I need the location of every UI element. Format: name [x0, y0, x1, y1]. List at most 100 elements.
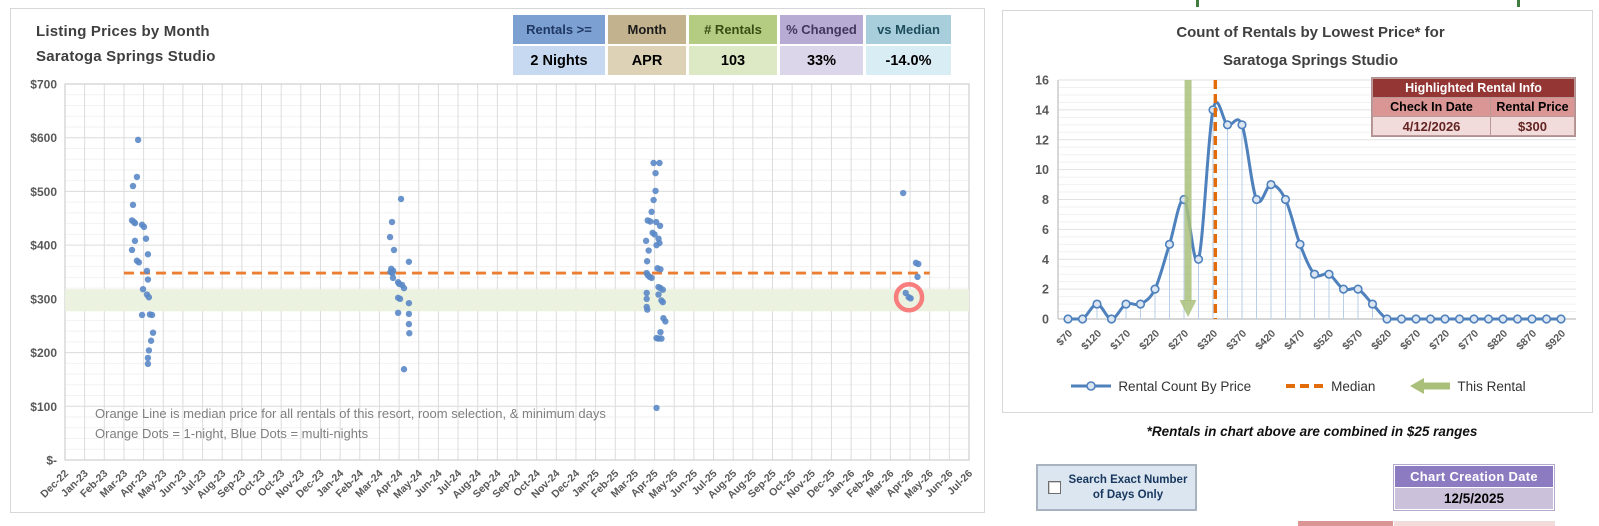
blue-line-marker-icon [1071, 381, 1112, 391]
scatter-point [144, 276, 152, 283]
scatter-point [131, 219, 139, 227]
summary-column: Month APR [608, 15, 686, 75]
line-point-marker [1483, 314, 1494, 324]
scatter-point [643, 289, 650, 297]
line-point-marker [1440, 314, 1450, 324]
y-axis-tick-label: 0 [1042, 313, 1049, 327]
x-axis-tick-label: $620 [1369, 328, 1394, 353]
line-point-marker [1063, 314, 1073, 324]
line-point-marker [1367, 299, 1378, 309]
y-axis-tick-label: $300 [30, 292, 57, 306]
scatter-point [915, 260, 922, 268]
rental-count-line-svg: 0 2 4 6 8 10 12 14 16 $70 $120 $170 $220 $270 $320 $370… [1035, 74, 1576, 353]
line-point-marker [1454, 314, 1465, 324]
line-point-marker [1193, 254, 1204, 264]
x-axis-tick-label: $120 [1079, 328, 1104, 353]
y-axis-tick-label: $100 [30, 400, 57, 414]
line-point-marker [1396, 314, 1407, 324]
chart-creation-date-label: Chart Creation Date [1395, 466, 1553, 487]
x-axis-tick-label: $820 [1485, 328, 1510, 353]
x-axis-tick-label: $520 [1311, 328, 1336, 353]
line-point-marker [1266, 179, 1276, 190]
scatter-point [138, 311, 146, 319]
line-point-marker [1222, 120, 1233, 130]
y-axis-tick-label: 8 [1042, 193, 1049, 207]
scatter-point [135, 259, 143, 266]
partial-table-cell [1394, 520, 1555, 526]
scatter-point [139, 285, 147, 293]
scatter-point [652, 169, 659, 177]
chart-creation-date-block: Chart Creation Date 12/5/2025 [1393, 464, 1555, 511]
x-axis-tick-label: $170 [1108, 328, 1133, 353]
green-arrow-icon [1410, 378, 1451, 394]
summary-value[interactable]: APR [608, 46, 686, 75]
search-exact-days-label: Search Exact Number of Days Only [1061, 473, 1195, 503]
scatter-point [144, 360, 152, 368]
line-point-marker [1251, 194, 1262, 205]
x-axis-tick-label: $70 [1054, 328, 1075, 349]
check-in-date-header: Check In Date [1373, 98, 1490, 116]
scatter-point [145, 347, 153, 354]
left-chart-title-line2: Saratoga Springs Studio [36, 48, 216, 65]
line-point-marker [1338, 284, 1349, 294]
line-point-marker [1309, 269, 1320, 279]
line-point-marker [1541, 314, 1552, 324]
scatter-point [397, 195, 405, 203]
line-point-marker [1527, 314, 1537, 324]
x-axis-tick-label: $420 [1253, 328, 1278, 353]
summary-header: % Changed [780, 15, 863, 44]
right-chart-title-line2: Saratoga Springs Studio [1222, 52, 1399, 69]
scatter-point [147, 337, 155, 344]
summary-value: 33% [780, 46, 863, 75]
summary-value[interactable]: 2 Nights [513, 46, 605, 75]
x-axis-tick-label: $220 [1137, 328, 1162, 353]
scatter-point [650, 159, 657, 167]
rental-price-value: $300 [1491, 117, 1574, 135]
line-point-marker [1411, 314, 1421, 324]
scatter-point [144, 354, 152, 362]
excel-gridline-tick [1196, 0, 1199, 7]
summary-column: vs Median -14.0% [866, 15, 951, 75]
dot-color-note: Orange Dots = 1-night, Blue Dots = multi… [95, 426, 369, 441]
orange-dash-icon [1286, 384, 1325, 388]
excel-gridline-tick [1517, 0, 1520, 7]
y-axis-tick-label: $500 [30, 185, 57, 199]
search-exact-days-checkbox[interactable] [1048, 481, 1061, 494]
line-point-marker [1324, 269, 1334, 279]
rental-count-chart-card: 0 2 4 6 8 10 12 14 16 $70 $120 $170 $220 $270 $320 $370… [1002, 10, 1593, 413]
x-axis-tick-label: $670 [1398, 328, 1423, 353]
x-axis-tick-label: $870 [1514, 328, 1539, 353]
summary-value: 103 [689, 46, 777, 75]
scatter-point [651, 231, 658, 238]
scatter-point [396, 295, 404, 303]
scatter-point [145, 294, 153, 301]
rental-price-header: Rental Price [1491, 98, 1574, 116]
listing-prices-chart-card: $700 $600 $500 $400 $300 $200 $100 $- Dec-22 Jan-… [10, 8, 985, 513]
line-point-marker [1469, 314, 1479, 324]
chart-creation-date-value: 12/5/2025 [1395, 488, 1553, 509]
scatter-point [655, 291, 662, 298]
scatter-point [652, 187, 659, 195]
scatter-point [657, 266, 664, 273]
scatter-point [400, 366, 408, 373]
line-point-marker [1106, 314, 1117, 324]
legend-item-this-rental: This Rental [1409, 377, 1526, 395]
x-axis-tick-label: $320 [1195, 328, 1220, 353]
y-axis-tick-label: $400 [30, 239, 57, 253]
right-chart-legend: Rental Count By Price Median This Rental [1033, 377, 1563, 395]
scatter-point [134, 136, 142, 144]
line-point-marker [1498, 314, 1508, 324]
y-axis-tick-label: 4 [1042, 253, 1049, 267]
y-axis-tick-label: $700 [30, 78, 57, 92]
y-axis-tick-label: $600 [30, 131, 57, 145]
scatter-point [144, 251, 152, 258]
scatter-point [129, 182, 137, 190]
line-point-marker [1382, 314, 1392, 324]
scatter-point [643, 295, 650, 303]
y-axis-tick-label: 10 [1035, 163, 1049, 177]
price-highlight-band [65, 289, 969, 312]
line-point-marker [1121, 299, 1131, 309]
summary-header: Rentals >= [513, 15, 605, 44]
legend-item-rental-count: Rental Count By Price [1070, 379, 1251, 394]
scatter-point [662, 318, 669, 325]
